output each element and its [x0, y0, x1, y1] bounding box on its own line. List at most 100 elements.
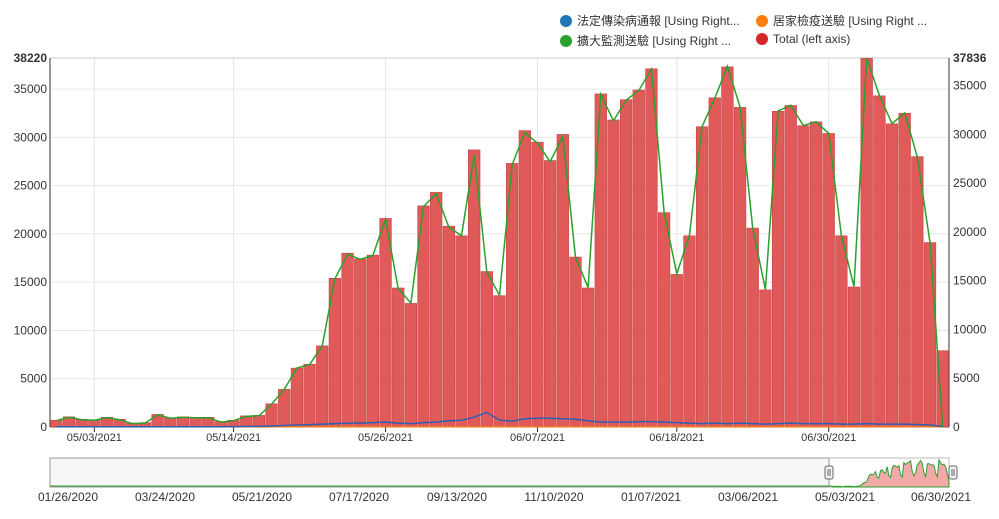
bar-total[interactable] — [303, 363, 316, 428]
bar-total[interactable] — [354, 258, 367, 428]
right-axis-tick-label: 15000 — [953, 274, 987, 288]
bar-total[interactable] — [50, 419, 63, 428]
bar-total[interactable] — [544, 160, 557, 428]
bar-total[interactable] — [164, 417, 177, 428]
left-axis-tick-label: 10000 — [14, 323, 48, 337]
bar-total[interactable] — [733, 107, 747, 428]
bar-total[interactable] — [493, 295, 506, 428]
navigator-handle-left[interactable] — [824, 465, 834, 480]
bar-total[interactable] — [480, 271, 493, 428]
right-axis-tick-label: 25000 — [953, 176, 987, 190]
bar-total[interactable] — [670, 274, 683, 428]
bar-total[interactable] — [607, 119, 620, 428]
bar-total[interactable] — [189, 417, 202, 428]
legend-color-swatch — [560, 14, 572, 27]
x-axis-tick-label: 06/18/2021 — [649, 432, 704, 444]
bar-total[interactable] — [569, 256, 582, 428]
legend-item[interactable]: Total (left axis) — [756, 32, 850, 46]
legend-item[interactable]: 擴大監測送驗 [Using Right ... — [560, 32, 731, 49]
navigator-tick-label: 09/13/2020 — [427, 490, 487, 504]
legend-color-swatch — [560, 34, 572, 47]
left-axis-tick-label: 0 — [40, 420, 47, 434]
bar-total[interactable] — [721, 66, 734, 428]
right-axis-tick-label: 0 — [953, 420, 960, 434]
bar-total[interactable] — [632, 89, 645, 428]
bar-total[interactable] — [379, 218, 392, 428]
bar-total[interactable] — [341, 252, 354, 428]
bar-total[interactable] — [366, 254, 380, 428]
series-line-notifiable-disease[interactable] — [56, 411, 943, 428]
bar-total[interactable] — [531, 141, 544, 428]
bar-total[interactable] — [695, 126, 709, 428]
x-axis-tick-label: 05/26/2021 — [358, 432, 413, 444]
left-axis-tick-label: 30000 — [14, 130, 48, 144]
legend-item-label: Total (left axis) — [773, 32, 851, 46]
legend-item-label: 居家檢疫送驗 [Using Right ... — [773, 14, 928, 28]
bar-total[interactable] — [290, 367, 304, 428]
bar-total[interactable] — [797, 125, 810, 428]
bar-total[interactable] — [582, 287, 595, 428]
bar-total[interactable] — [252, 415, 266, 428]
legend-item-label: 法定傳染病通報 [Using Right... — [577, 14, 740, 28]
bar-total[interactable] — [316, 345, 329, 428]
bar-total[interactable] — [898, 112, 911, 428]
bar-total[interactable] — [911, 156, 924, 428]
navigator-tick-label: 03/24/2020 — [135, 490, 195, 504]
right-axis-tick-label: 30000 — [953, 127, 987, 141]
bar-total[interactable] — [885, 123, 899, 428]
navigator-tick-label: 01/07/2021 — [621, 490, 681, 504]
left-axis-tick-label: 5000 — [20, 372, 47, 386]
bar-total[interactable] — [455, 235, 468, 428]
bar-total[interactable] — [176, 416, 190, 428]
left-axis-max-label: 38220 — [14, 51, 48, 65]
left-axis-tick-label: 15000 — [14, 275, 48, 289]
right-axis-max-label: 37836 — [953, 51, 987, 65]
bar-total[interactable] — [835, 235, 848, 428]
bar-total[interactable] — [404, 303, 417, 428]
bar-total[interactable] — [746, 227, 759, 428]
navigator-tick-label: 07/17/2020 — [329, 490, 389, 504]
bar-total[interactable] — [873, 95, 886, 428]
bar-total[interactable] — [860, 57, 873, 428]
legend-color-swatch — [756, 33, 768, 45]
bar-total[interactable] — [442, 225, 455, 428]
left-axis-tick-label: 25000 — [14, 179, 48, 193]
right-axis-tick-label: 35000 — [953, 79, 987, 93]
bar-total[interactable] — [822, 133, 835, 428]
x-axis-tick-label: 06/30/2021 — [801, 432, 856, 444]
bar-total[interactable] — [708, 97, 721, 428]
navigator-tick-label: 05/21/2020 — [232, 490, 292, 504]
navigator-tick-label: 03/06/2021 — [718, 490, 778, 504]
bar-total[interactable] — [594, 93, 607, 428]
navigator-tick-label: 05/03/2021 — [815, 490, 875, 504]
left-axis-tick-label: 35000 — [14, 82, 48, 96]
x-axis-tick-label: 05/14/2021 — [206, 432, 261, 444]
navigator-tick-label: 06/30/2021 — [911, 490, 971, 504]
series-line-expanded-surveillance[interactable] — [56, 58, 944, 428]
bar-total[interactable] — [619, 99, 633, 428]
bar-total[interactable] — [809, 121, 823, 428]
navigator-series-area — [831, 458, 950, 488]
navigator-handle-right[interactable] — [948, 465, 958, 480]
bar-total[interactable] — [847, 286, 861, 428]
bar-total[interactable] — [683, 235, 696, 428]
navigator-mask-left — [49, 457, 830, 488]
x-axis-tick-label: 05/03/2021 — [67, 432, 122, 444]
legend-item[interactable]: 居家檢疫送驗 [Using Right ... — [756, 12, 927, 29]
bar-total[interactable] — [923, 242, 937, 428]
bar-total[interactable] — [518, 130, 531, 428]
bar-total[interactable] — [784, 105, 797, 428]
legend-item-label: 擴大監測送驗 [Using Right ... — [577, 34, 732, 48]
bar-total[interactable] — [392, 287, 405, 428]
right-axis-tick-label: 10000 — [953, 322, 987, 336]
navigator-tick-label: 11/10/2020 — [524, 490, 583, 504]
bar-total[interactable] — [657, 212, 671, 428]
bar-total[interactable] — [430, 192, 443, 428]
bar-total[interactable] — [759, 289, 772, 428]
x-axis-tick-label: 06/07/2021 — [510, 432, 565, 444]
navigator-tick-label: 01/26/2020 — [38, 490, 98, 504]
left-axis-tick-label: 20000 — [14, 227, 48, 241]
legend-item[interactable]: 法定傳染病通報 [Using Right... — [560, 12, 740, 29]
